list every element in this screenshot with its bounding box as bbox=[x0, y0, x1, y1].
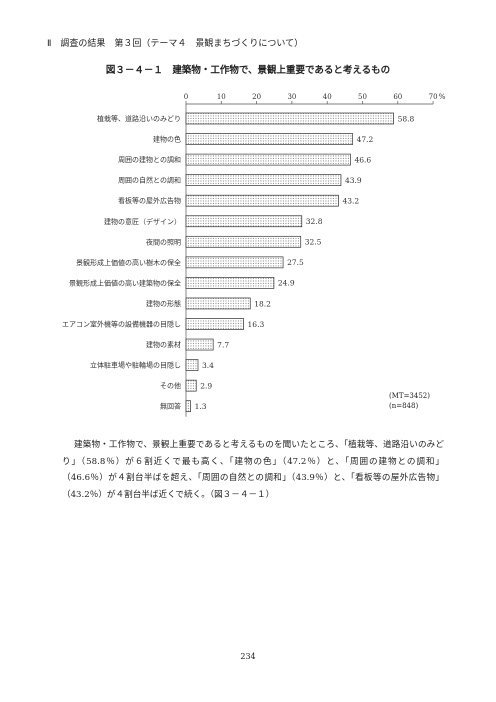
category-label: 建物の意匠（デザイン） bbox=[104, 217, 181, 226]
bar bbox=[185, 318, 244, 330]
category-label: 看板等の屋外広告物 bbox=[118, 196, 181, 205]
category-label: 夜間の照明 bbox=[146, 237, 181, 246]
category-label: 景観形成上価値の高い建築物の保全 bbox=[69, 278, 181, 287]
bar bbox=[185, 338, 214, 351]
data-label: 1.3 bbox=[195, 402, 207, 411]
category-label: 周囲の建物との調和 bbox=[118, 155, 181, 164]
data-label: 16.3 bbox=[248, 320, 265, 329]
bar bbox=[185, 277, 275, 289]
bar bbox=[185, 153, 351, 166]
data-label: 32.5 bbox=[305, 238, 322, 247]
category-label: 植栽等、道路沿いのみどり bbox=[97, 114, 181, 123]
bar-chart: 0 10 20 30 40 50 60 70% 植栽等、道路沿いのみどり 58.8 建物の色 47.… bbox=[62, 93, 446, 417]
note-mt: (MT=3452) bbox=[389, 392, 430, 400]
bar bbox=[185, 297, 251, 310]
x-tick-label: 70 bbox=[429, 93, 438, 101]
data-label: 7.7 bbox=[217, 340, 229, 349]
bar bbox=[185, 133, 353, 145]
data-label: 27.5 bbox=[287, 258, 304, 267]
data-label: 58.8 bbox=[398, 114, 415, 123]
chart-bars: 植栽等、道路沿いのみどり 58.8 建物の色 47.2 周囲の建物との調和 46.6 周囲の… bbox=[62, 112, 415, 413]
data-label: 2.9 bbox=[200, 381, 212, 390]
bar bbox=[185, 112, 394, 125]
bar bbox=[185, 400, 191, 413]
bar bbox=[185, 256, 284, 269]
bar bbox=[185, 235, 302, 248]
figure-title: 図３－４－１ 建築物・工作物で、景観上重要であると考えるもの bbox=[105, 65, 391, 76]
bar bbox=[185, 359, 199, 371]
category-label: 景観形成上価値の高い樹木の保全 bbox=[76, 258, 181, 267]
data-label: 43.2 bbox=[342, 197, 359, 206]
x-tick-label: 50 bbox=[358, 93, 367, 101]
data-label: 18.2 bbox=[254, 299, 271, 308]
sample-note: (MT=3452) (n=848) bbox=[389, 391, 430, 411]
category-label: 建物の色 bbox=[153, 135, 181, 144]
page-number: 234 bbox=[240, 652, 256, 661]
category-label: 建物の素材 bbox=[146, 340, 181, 349]
category-label: 建物の形態 bbox=[146, 299, 181, 308]
x-tick-label: 30 bbox=[287, 93, 296, 101]
x-tick-label: 20 bbox=[252, 93, 261, 101]
category-label: その他 bbox=[160, 381, 181, 390]
bar bbox=[185, 194, 339, 207]
category-label: 周囲の自然との調和 bbox=[118, 176, 181, 185]
x-tick-label: 40 bbox=[323, 93, 332, 101]
bar bbox=[185, 174, 342, 186]
data-label: 24.9 bbox=[278, 279, 295, 288]
category-label: 無回答 bbox=[160, 402, 181, 411]
data-label: 43.9 bbox=[345, 176, 362, 185]
bar bbox=[185, 215, 303, 228]
data-label: 46.6 bbox=[354, 155, 371, 164]
category-label: 立体駐車場や駐輪場の目隠し bbox=[90, 361, 181, 370]
x-tick-label: 10 bbox=[217, 93, 226, 101]
section-heading: Ⅱ 調査の結果 第３回（テーマ４ 景観まちづくりについて） bbox=[47, 39, 304, 49]
category-label: エアコン室外機等の設備機器の目隠し bbox=[62, 320, 181, 329]
data-label: 3.4 bbox=[202, 361, 214, 370]
note-n: (n=848) bbox=[389, 402, 419, 410]
x-tick-label: 60 bbox=[393, 93, 402, 101]
data-label: 32.8 bbox=[306, 217, 323, 226]
bar bbox=[185, 379, 197, 392]
x-tick-label: 0 bbox=[184, 93, 188, 101]
x-unit-label: % bbox=[439, 93, 446, 101]
body-paragraph: 建築物・工作物で、景観上重要であると考えるものを聞いたところ、「植栽等、道路沿い… bbox=[62, 440, 444, 500]
data-label: 47.2 bbox=[357, 135, 374, 144]
